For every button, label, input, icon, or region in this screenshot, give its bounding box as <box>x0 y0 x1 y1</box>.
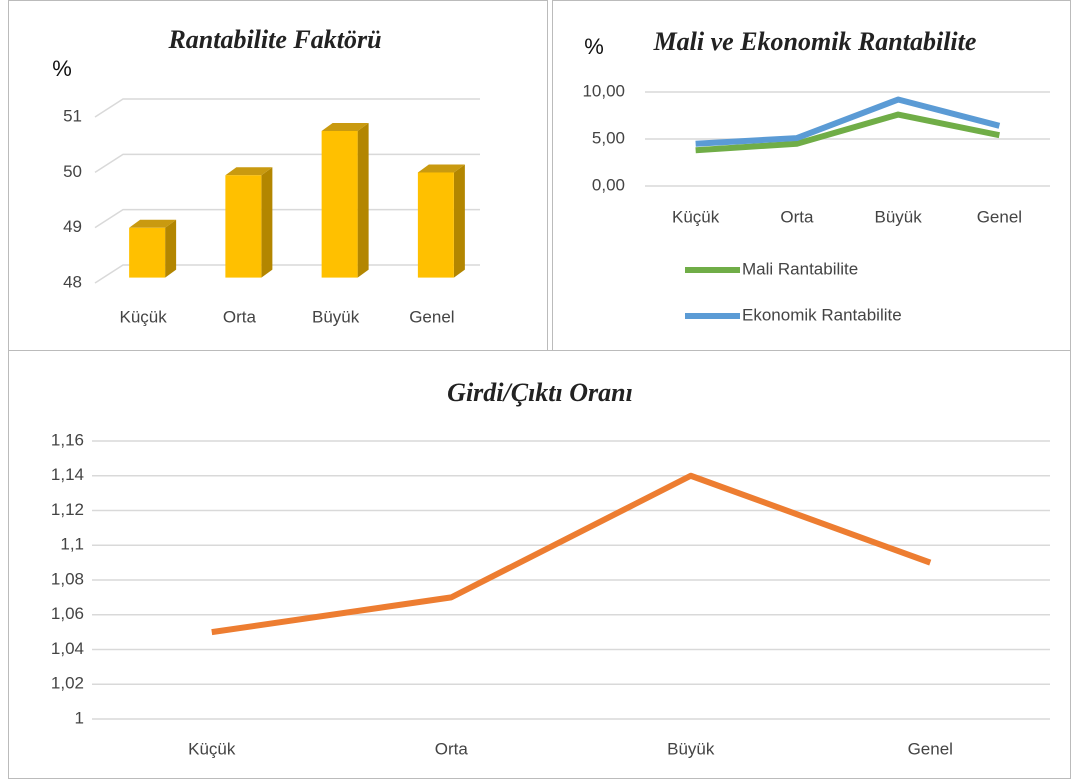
y-tick-label: 1,06 <box>51 604 84 623</box>
y-axis-label: % <box>584 34 604 59</box>
y-tick-label: 49 <box>63 217 82 236</box>
y-tick-label: 1,04 <box>51 639 84 658</box>
y-tick-label: 1,1 <box>60 535 84 554</box>
y-tick-label: 0,00 <box>592 175 625 194</box>
y-tick-label: 51 <box>63 106 82 125</box>
bar-side <box>261 167 273 278</box>
y-tick-label: 1 <box>75 708 84 727</box>
bar-top <box>417 164 465 173</box>
bar <box>129 227 166 278</box>
chart-title: Mali ve Ekonomik Rantabilite <box>653 27 977 56</box>
x-tick-label: Büyük <box>667 739 715 758</box>
line <box>695 96 1001 147</box>
bar-top <box>225 167 273 176</box>
chart-title: Rantabilite Faktörü <box>167 25 381 54</box>
chart-title: Girdi/Çıktı Oranı <box>447 378 633 407</box>
x-tick-label: Orta <box>780 207 814 226</box>
bar <box>321 130 358 278</box>
y-tick-label: 1,16 <box>51 430 84 449</box>
x-tick-label: Küçük <box>188 739 236 758</box>
panel <box>552 0 1071 351</box>
line <box>211 472 932 636</box>
y-tick-label: 1,12 <box>51 500 84 519</box>
bar-side <box>453 164 465 278</box>
legend-label: Mali Rantabilite <box>742 259 858 278</box>
x-tick-label: Genel <box>908 739 953 758</box>
y-tick-label: 5,00 <box>592 128 625 147</box>
y-axis-label: % <box>52 56 72 81</box>
bar-top <box>129 219 177 228</box>
x-tick-label: Orta <box>435 739 469 758</box>
x-tick-label: Küçük <box>120 307 168 326</box>
panel <box>8 350 1071 779</box>
legend-label: Ekonomik Rantabilite <box>742 305 902 324</box>
y-tick-label: 1,02 <box>51 674 84 693</box>
y-tick-label: 1,14 <box>51 465 84 484</box>
x-tick-label: Küçük <box>672 207 720 226</box>
y-tick-label: 1,08 <box>51 569 84 588</box>
y-tick-label: 10,00 <box>582 81 625 100</box>
y-tick-label: 48 <box>63 272 82 291</box>
bar <box>417 172 454 278</box>
x-tick-label: Genel <box>977 207 1022 226</box>
bar <box>225 175 262 278</box>
grid-line <box>94 98 480 118</box>
line <box>695 111 1000 154</box>
bar-side <box>357 122 369 278</box>
bar-top <box>321 122 369 131</box>
x-tick-label: Büyük <box>312 307 360 326</box>
y-tick-label: 50 <box>63 162 82 181</box>
x-tick-label: Orta <box>223 307 257 326</box>
bar-side <box>165 219 177 278</box>
x-tick-label: Genel <box>409 307 454 326</box>
x-tick-label: Büyük <box>875 207 923 226</box>
